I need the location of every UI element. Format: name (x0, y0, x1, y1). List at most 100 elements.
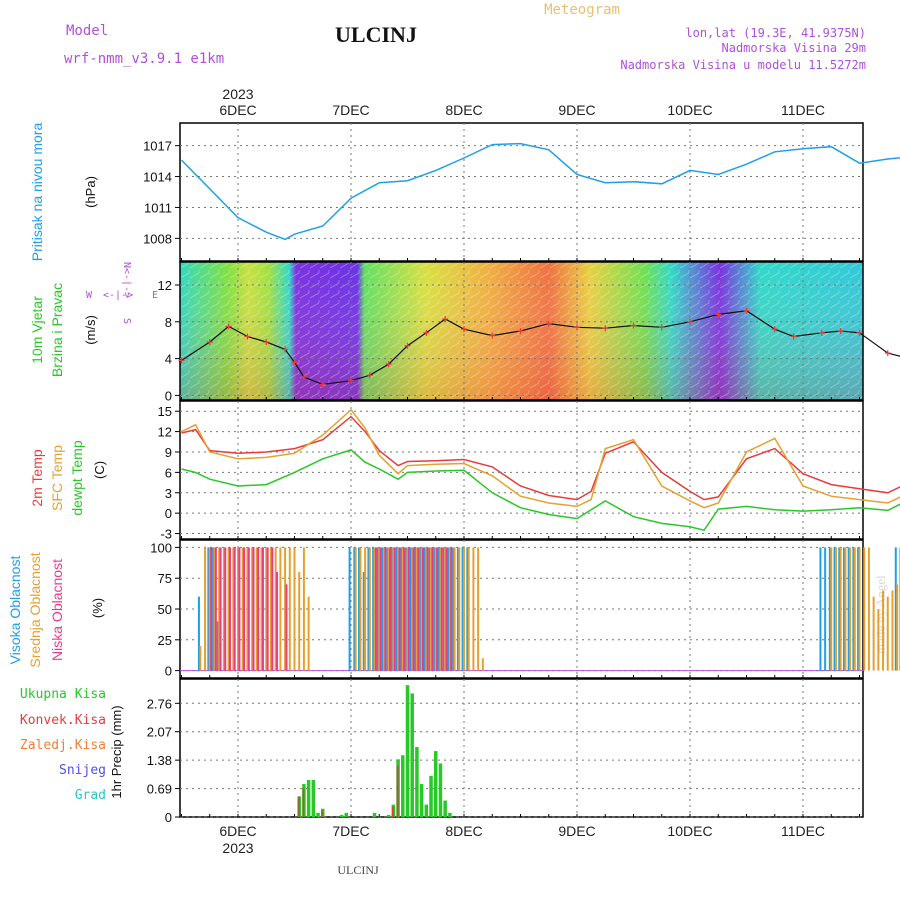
day-label-bottom: 9DEC (558, 823, 595, 839)
cloud-bar-mid (849, 547, 852, 671)
cloud-bar-mid (364, 547, 367, 671)
gust-marker (856, 329, 863, 336)
cloud-bar-high (456, 547, 459, 671)
cloud-bar-mid (260, 547, 263, 671)
gust-marker (423, 329, 430, 336)
wind-axis-title: 10m Vjetar (29, 296, 45, 364)
precip-bar-total (415, 746, 419, 817)
panel-precip: 0 0.69 1.38 2.07 2.76 (147, 678, 864, 825)
y-tick-label: 0 (165, 506, 172, 521)
y-tick-label: 0 (165, 664, 172, 679)
precip-bar-total (372, 812, 377, 817)
cloud-bar-low (403, 547, 406, 671)
cloud-bar-high (833, 547, 836, 671)
cloud-bar-mid (472, 547, 475, 671)
cloud-bar-low (384, 547, 387, 671)
cloud-bar-mid (896, 584, 899, 671)
cloud-bar-high (376, 547, 379, 671)
cloud-bar-low (247, 547, 250, 671)
model-name: wrf-nmm_v3.9.1 e1km (64, 51, 224, 67)
cloud-bar-mid (858, 547, 861, 671)
cloud-bar-mid (392, 547, 395, 671)
cloud-bar-high (381, 547, 384, 671)
cloud-bar-mid (425, 547, 428, 671)
cloud-bar-mid (844, 547, 847, 671)
y-tick-label: 0 (165, 388, 172, 403)
gust-marker (385, 361, 392, 368)
y-tick-label: 0 (165, 810, 172, 825)
cloud-bar-mid (420, 547, 423, 671)
cloud-bar-high (433, 547, 436, 671)
gust-marker (366, 372, 373, 379)
precip-bar-total (311, 779, 316, 817)
cloud-bar-low (224, 547, 227, 671)
model-elevation-label: Nadmorska Visina u modelu 11.5272m (620, 58, 866, 72)
cloud-bar-mid (199, 645, 202, 671)
gust-marker (837, 328, 844, 334)
station-title: ULCINJ (335, 22, 417, 47)
series-line-speed (181, 310, 900, 386)
cloud-bar-mid (891, 590, 894, 671)
cloud-bar-mid (406, 547, 409, 671)
day-label-bottom: 8DEC (445, 823, 482, 839)
gust-marker (602, 325, 609, 332)
cloud-bar-mid (307, 596, 310, 671)
y-tick-label: 2.07 (147, 725, 172, 740)
cloud-bar-mid (378, 547, 381, 671)
cloud-bar-low (398, 547, 401, 671)
cloud-bar-low (214, 547, 217, 671)
cloud-bar-mid (481, 658, 484, 671)
compass-e: E (152, 290, 158, 301)
precip-bar-grid (297, 796, 300, 817)
cloud-bar-low (422, 547, 425, 671)
y-tick-label: 25 (158, 633, 172, 648)
cloud-bar-high (828, 547, 831, 671)
cloud-bar-high (362, 572, 365, 671)
day-label-bottom: 7DEC (332, 823, 369, 839)
cloud-bar-mid (302, 547, 305, 671)
cloud-bar-high (838, 547, 841, 671)
cloud-bar-mid (368, 547, 371, 671)
panel-cloud: 0 25 50 75 100 (150, 539, 900, 679)
cloud-bar-mid (387, 547, 390, 671)
gust-marker (263, 339, 270, 346)
y-tick-label: 8 (165, 315, 172, 330)
cloud-bar-mid (448, 547, 451, 671)
cloud-bar-mid (401, 547, 404, 671)
gust-marker (291, 359, 298, 366)
gust-marker (244, 333, 251, 340)
y-tick-label: 1014 (143, 170, 172, 185)
model-label: Model (66, 23, 108, 39)
cloud-bar-mid (853, 547, 856, 671)
precip-bar-total (316, 812, 320, 817)
cloud-bar-low (252, 547, 255, 671)
cloud-bar-high (353, 547, 356, 671)
y-tick-label: 12 (158, 425, 172, 440)
bottom-day-labels: 6DEC 7DEC 8DEC 9DEC 10DEC 11DEC (219, 823, 825, 839)
day-label-top: 9DEC (558, 102, 595, 118)
cloud-bar-mid (382, 547, 385, 671)
gust-marker (517, 328, 524, 334)
y-tick-label: 1.38 (147, 753, 172, 768)
cloud-bar-mid (467, 547, 470, 671)
cloud-bar-low (266, 547, 269, 671)
temp-axis-title-3: dewpt Temp (69, 440, 85, 515)
cloud-bar-low (440, 547, 443, 671)
precip-bar-total (344, 812, 349, 817)
gust-marker (300, 374, 307, 380)
gust-marker (818, 329, 825, 336)
y-axis-titles: Pritisak na nivou mora (hPa) 10m Vjetar Brz… (7, 123, 158, 803)
day-label-bottom: 10DEC (667, 823, 712, 839)
precip-bar-total (386, 814, 391, 817)
cloud-bar-mid (246, 547, 249, 671)
pressure-unit: (hPa) (83, 176, 98, 208)
cloud-bar-low (285, 584, 288, 671)
y-tick-label: 75 (158, 571, 172, 586)
precip-bar-total (434, 751, 438, 817)
year-bottom: 2023 (222, 840, 253, 856)
cloud-bar-low (436, 547, 439, 671)
precip-bar-total (306, 779, 311, 817)
precip-bar-total (424, 804, 429, 817)
